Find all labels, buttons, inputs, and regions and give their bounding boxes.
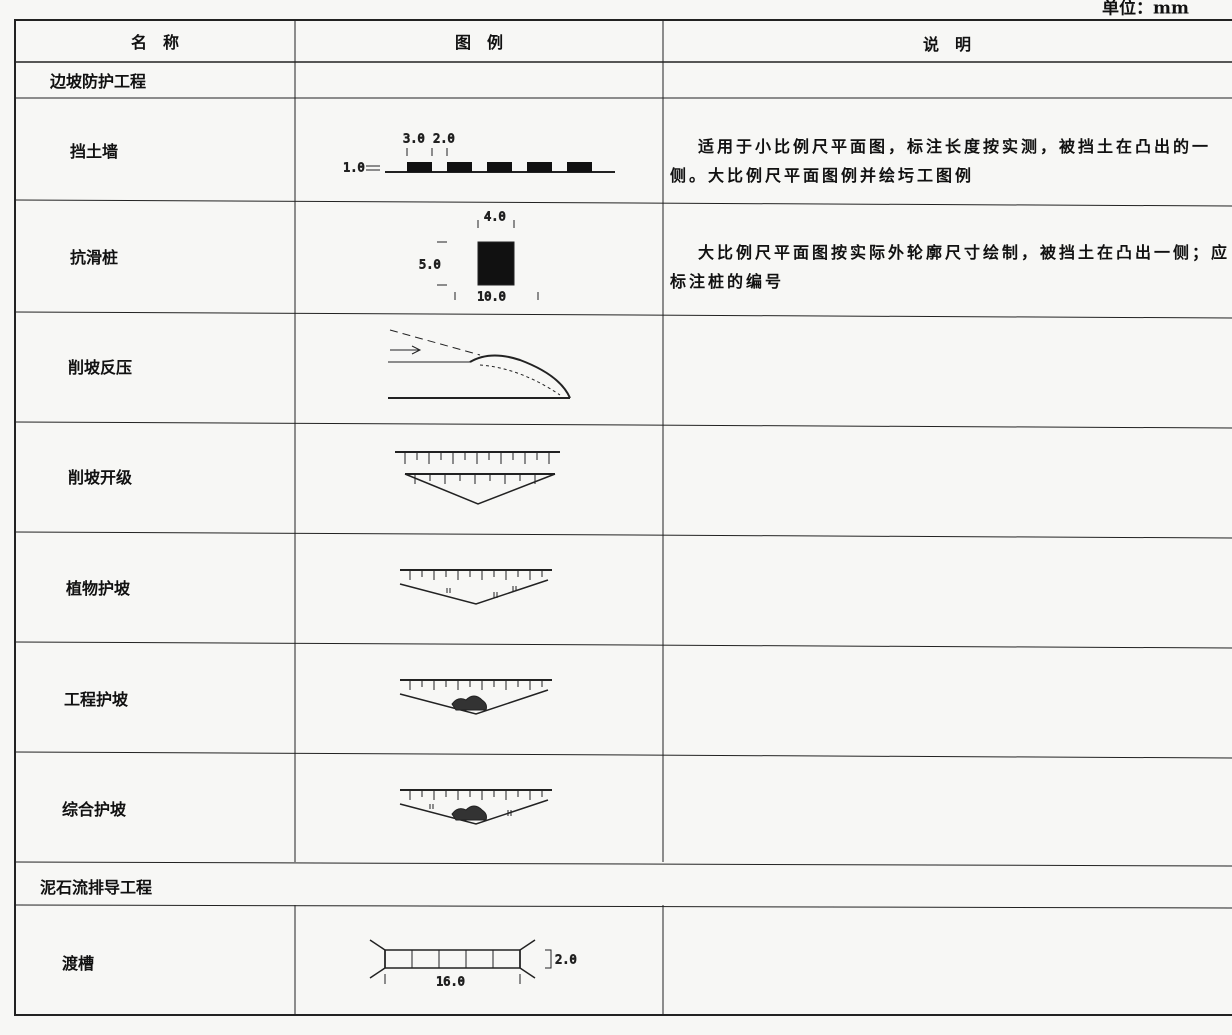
icon-retaining-wall <box>366 148 615 173</box>
row-name: 抗滑桩 <box>70 248 119 267</box>
column-header: 说 明 <box>922 35 972 54</box>
dim-label: 2.0 <box>433 132 455 146</box>
dim-label: 4.0 <box>484 210 506 224</box>
row-name: 综合护坡 <box>62 800 127 819</box>
row-name: 削坡反压 <box>68 358 133 377</box>
dim-label: 10.0 <box>477 290 506 304</box>
icon-cut-slope-counterweight <box>388 329 571 399</box>
dim-label: 1.0 <box>343 161 365 175</box>
icon-slope-terracing <box>395 451 560 505</box>
icon-aqueduct <box>369 939 552 984</box>
row-description: 大比例尺平面图按实际外轮廓尺寸绘制，被挡土在凸出一侧；应标注桩的编号 <box>670 243 1231 291</box>
icon-plant-slope <box>399 569 552 605</box>
column-header: 名 称 <box>130 33 180 52</box>
icon-engineering-slope <box>399 679 552 715</box>
row-description: 适用于小比例尺平面图，标注长度按实测，被挡土在凸出的一侧。大比例尺平面图例并绘圬… <box>670 137 1212 185</box>
unit: 单位：mm <box>1102 0 1189 19</box>
row-name: 渡槽 <box>62 954 95 973</box>
dim-label: 3.0 <box>403 132 425 146</box>
section-title: 泥石流排导工程 <box>40 878 153 897</box>
dim-label: 16.0 <box>436 975 465 989</box>
row-name: 削坡开级 <box>68 468 133 487</box>
column-header: 图 例 <box>454 33 504 52</box>
icon-anti-slide-pile <box>437 220 539 300</box>
row-name: 挡土墙 <box>70 142 119 161</box>
row-name: 植物护坡 <box>66 579 131 598</box>
dim-label: 2.0 <box>555 953 577 967</box>
dim-label: 5.0 <box>419 258 441 272</box>
section-title: 边坡防护工程 <box>50 72 147 91</box>
icon-combined-slope <box>399 789 552 825</box>
row-name: 工程护坡 <box>64 690 129 709</box>
